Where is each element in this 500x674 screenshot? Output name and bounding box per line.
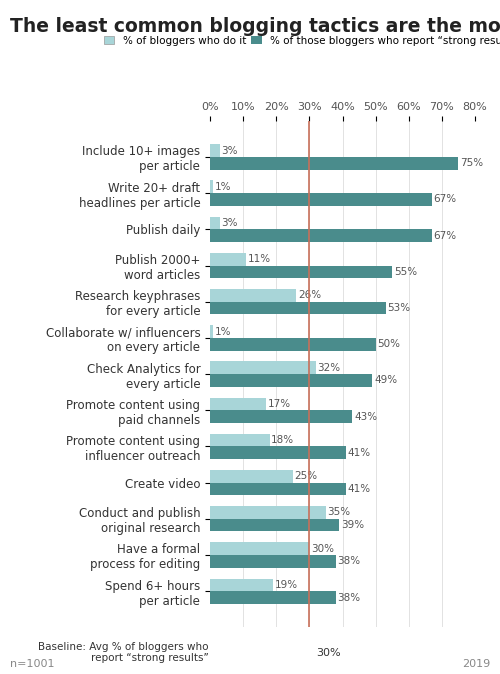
Bar [210,398,266,410]
Bar [210,302,386,314]
Bar [210,470,293,483]
Bar [210,506,326,519]
Bar [210,591,336,604]
Bar [210,555,336,568]
Text: 1%: 1% [215,326,232,336]
Text: 41%: 41% [348,448,370,458]
Text: 39%: 39% [341,520,364,530]
Text: 2019: 2019 [462,658,490,669]
Bar [210,181,214,193]
Bar [210,229,432,242]
Text: 43%: 43% [354,412,377,422]
Bar [210,338,376,350]
Text: 49%: 49% [374,375,397,386]
Bar [210,543,310,555]
Bar [210,434,270,446]
Text: 25%: 25% [294,471,318,481]
Text: 1%: 1% [215,182,232,192]
Text: 32%: 32% [318,363,341,373]
Text: The least common blogging tactics are the most effective: The least common blogging tactics are th… [10,17,500,36]
Bar [210,578,273,591]
Text: 75%: 75% [460,158,483,168]
Text: 19%: 19% [274,580,297,590]
Bar [210,326,214,338]
Bar [210,289,296,302]
Text: 55%: 55% [394,267,417,277]
Bar [210,266,392,278]
Text: 30%: 30% [316,648,340,658]
Text: 3%: 3% [222,146,238,156]
Text: 3%: 3% [222,218,238,228]
Text: 35%: 35% [328,508,350,518]
Bar [210,157,458,170]
Text: 50%: 50% [378,339,400,349]
Text: 18%: 18% [272,435,294,445]
Bar [210,519,339,532]
Bar [210,193,432,206]
Text: 38%: 38% [338,556,360,566]
Text: 30%: 30% [311,544,334,553]
Bar [210,216,220,229]
Text: 11%: 11% [248,254,271,264]
Bar [210,253,246,266]
Text: Baseline: Avg % of bloggers who
report “strong results”: Baseline: Avg % of bloggers who report “… [38,642,208,663]
Bar [210,483,346,495]
Legend: % of bloggers who do it, % of those bloggers who report “strong results”: % of bloggers who do it, % of those blog… [104,36,500,46]
Text: 67%: 67% [434,231,456,241]
Bar [210,410,352,423]
Bar [210,144,220,157]
Text: n=1001: n=1001 [10,658,54,669]
Bar [210,446,346,459]
Text: 17%: 17% [268,399,291,409]
Text: 67%: 67% [434,195,456,204]
Text: 53%: 53% [387,303,410,313]
Bar [210,374,372,387]
Bar [210,361,316,374]
Text: 41%: 41% [348,484,370,494]
Text: 26%: 26% [298,290,321,301]
Text: 38%: 38% [338,592,360,603]
